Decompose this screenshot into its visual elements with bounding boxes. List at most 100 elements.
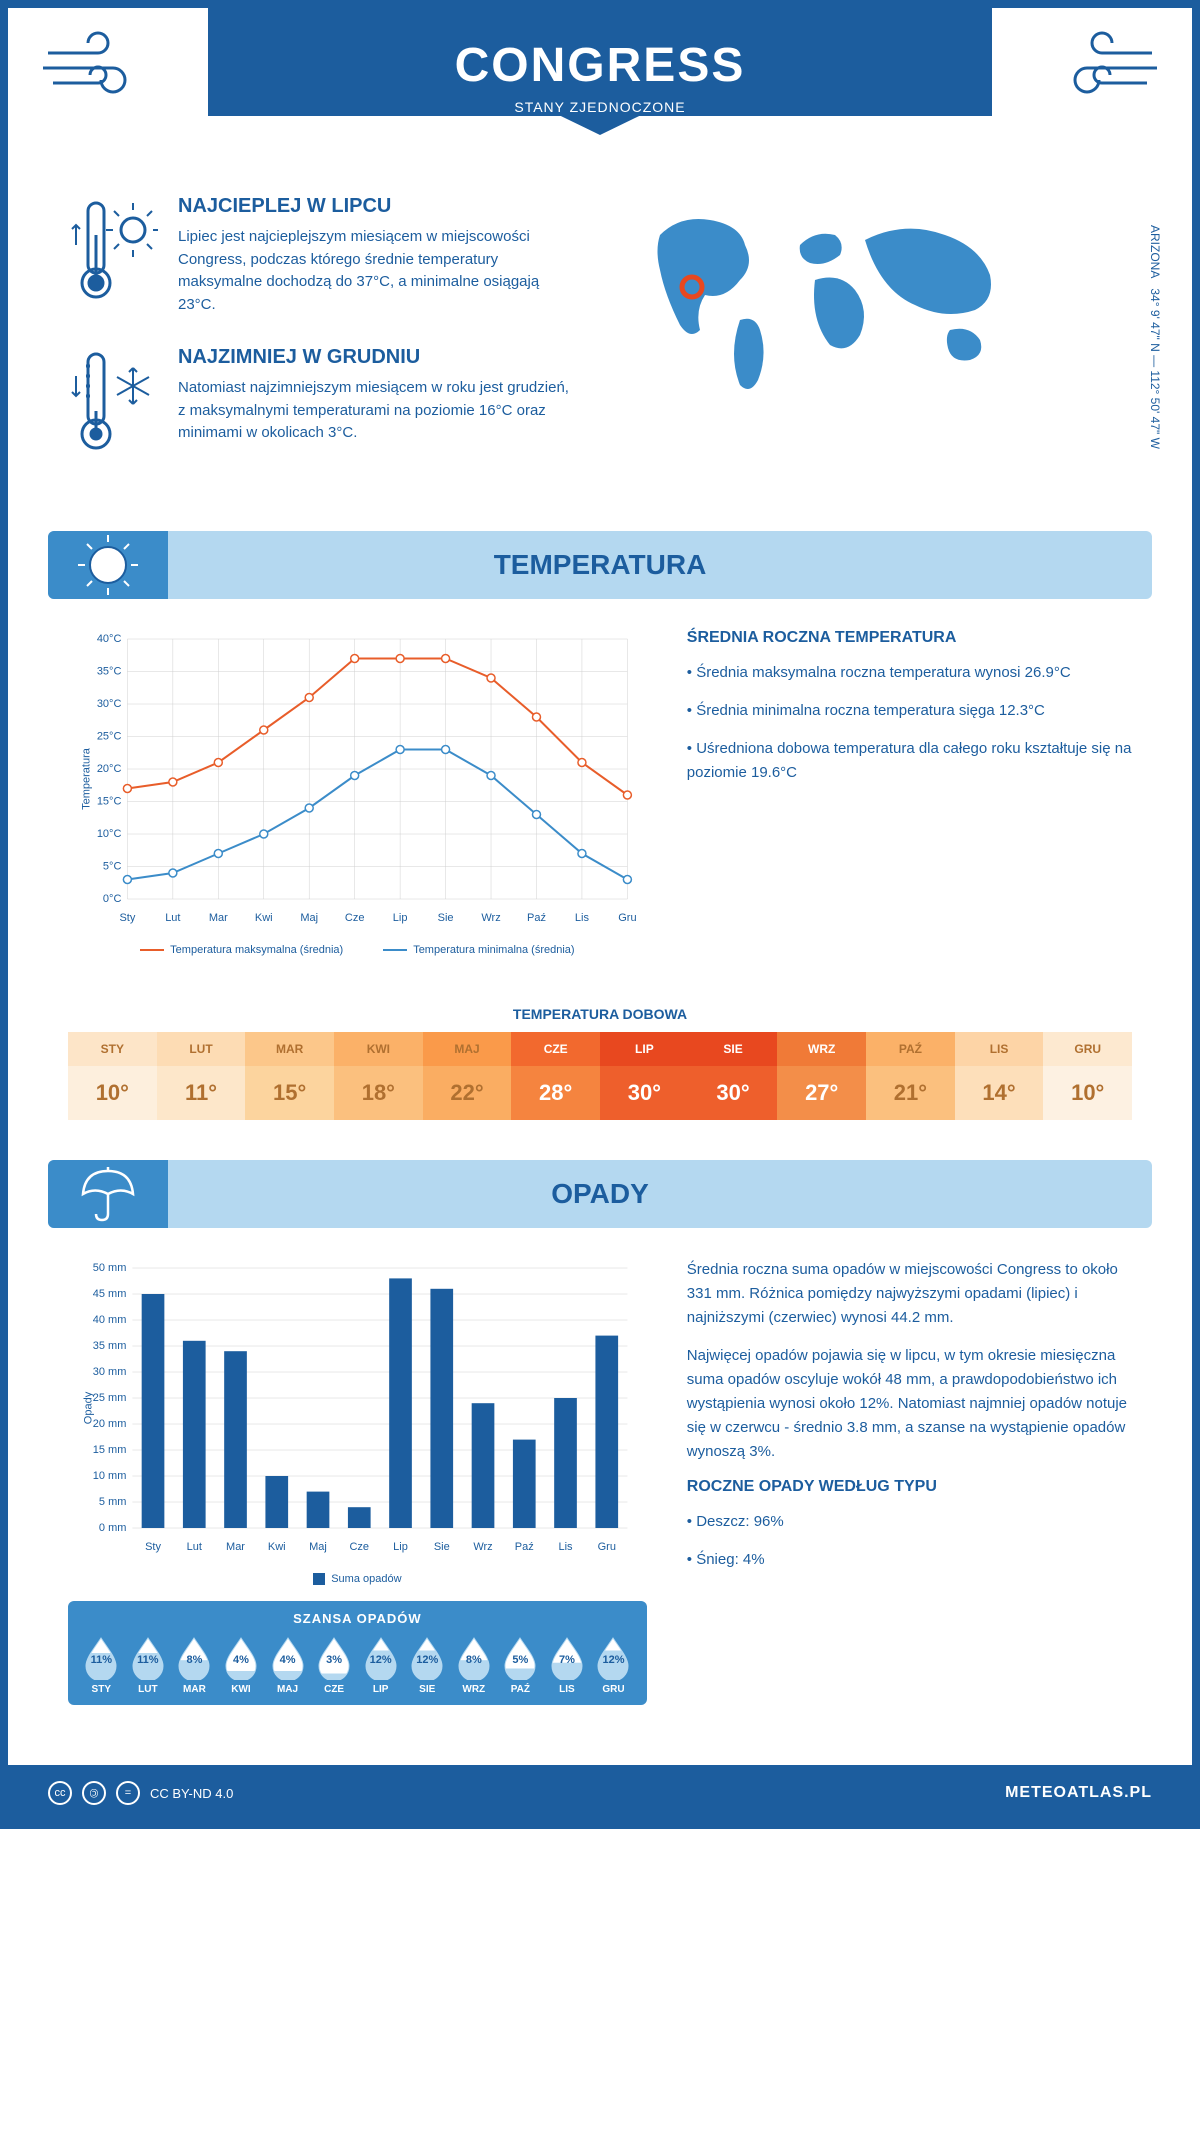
legend-min-label: Temperatura minimalna (średnia) [413, 944, 574, 956]
warmest-heading: NAJCIEPLEJ W LIPCU [178, 195, 580, 218]
temperature-section-header: TEMPERATURA [48, 531, 1152, 599]
temperature-body: 0°C5°C10°C15°C20°C25°C30°C35°C40°CStyLut… [8, 599, 1192, 986]
coldest-body: Natomiast najzimniejszym miesiącem w rok… [178, 377, 580, 445]
svg-text:Cze: Cze [345, 912, 365, 924]
coordinates-label: ARIZONA 34° 9' 47" N — 112° 50' 47" W [1148, 225, 1162, 449]
footer: cc 🄯 = CC BY-ND 4.0 METEOATLAS.PL [8, 1765, 1192, 1821]
chance-cell: 3%CZE [311, 1636, 358, 1695]
svg-text:Cze: Cze [349, 1541, 369, 1553]
svg-text:0 mm: 0 mm [99, 1522, 127, 1534]
precip-title: OPADY [551, 1178, 649, 1209]
svg-text:Wrz: Wrz [473, 1541, 492, 1553]
temperature-chart-col: 0°C5°C10°C15°C20°C25°C30°C35°C40°CStyLut… [68, 629, 647, 956]
nd-icon: = [116, 1781, 140, 1805]
daily-cell: PAŹ21° [866, 1032, 955, 1120]
legend-min: Temperatura minimalna (średnia) [383, 944, 574, 956]
svg-text:Opady: Opady [82, 1391, 94, 1424]
chance-title: SZANSA OPADÓW [78, 1611, 637, 1626]
coldest-heading: NAJZIMNIEJ W GRUDNIU [178, 346, 580, 369]
svg-text:25°C: 25°C [97, 731, 122, 743]
svg-text:20°C: 20°C [97, 763, 122, 775]
daily-cell: LUT11° [157, 1032, 246, 1120]
cc-icon: cc [48, 1781, 72, 1805]
precip-type-heading: ROCZNE OPADY WEDŁUG TYPU [687, 1478, 1132, 1496]
svg-text:Lis: Lis [558, 1541, 573, 1553]
svg-text:Lip: Lip [393, 912, 408, 924]
header-wrap: CONGRESS STANY ZJEDNOCZONE [8, 8, 1192, 135]
svg-text:Wrz: Wrz [481, 912, 500, 924]
temperature-title: TEMPERATURA [494, 549, 707, 580]
svg-text:Mar: Mar [226, 1541, 245, 1553]
svg-text:Sie: Sie [434, 1541, 450, 1553]
svg-text:20 mm: 20 mm [93, 1418, 127, 1430]
wind-icon [1042, 28, 1162, 113]
svg-text:30°C: 30°C [97, 698, 122, 710]
chance-cell: 8%WRZ [451, 1636, 498, 1695]
footer-license: cc 🄯 = CC BY-ND 4.0 [48, 1781, 233, 1805]
coldest-text: NAJZIMNIEJ W GRUDNIU Natomiast najzimnie… [178, 346, 580, 461]
daily-temp-title: TEMPERATURA DOBOWA [8, 1006, 1192, 1022]
svg-text:Sty: Sty [145, 1541, 161, 1553]
warmest-body: Lipiec jest najcieplejszym miesiącem w m… [178, 226, 580, 316]
daily-cell: SIE30° [689, 1032, 778, 1120]
sun-icon [48, 531, 168, 599]
svg-text:30 mm: 30 mm [93, 1366, 127, 1378]
world-map-icon [620, 195, 1040, 415]
chance-cell: 11%STY [78, 1636, 125, 1695]
daily-cell: STY10° [68, 1032, 157, 1120]
precip-chart-col: 0 mm5 mm10 mm15 mm20 mm25 mm30 mm35 mm40… [68, 1258, 647, 1705]
page-title: CONGRESS [208, 38, 992, 93]
temp-bullet: • Średnia minimalna roczna temperatura s… [687, 699, 1132, 723]
svg-text:Lut: Lut [187, 1541, 202, 1553]
umbrella-icon [48, 1160, 168, 1228]
warmest-block: NAJCIEPLEJ W LIPCU Lipiec jest najcieple… [68, 195, 580, 316]
legend-precip: Suma opadów [313, 1573, 401, 1585]
svg-text:Sty: Sty [119, 912, 135, 924]
precip-legend: Suma opadów [68, 1573, 647, 1585]
svg-text:15°C: 15°C [97, 796, 122, 808]
svg-text:Gru: Gru [598, 1541, 616, 1553]
svg-text:35°C: 35°C [97, 666, 122, 678]
daily-cell: GRU10° [1043, 1032, 1132, 1120]
svg-text:35 mm: 35 mm [93, 1340, 127, 1352]
wind-icon [38, 28, 158, 113]
region-label: ARIZONA [1148, 225, 1162, 278]
svg-text:Paź: Paź [527, 912, 546, 924]
daily-cell: CZE28° [511, 1032, 600, 1120]
legend-precip-label: Suma opadów [331, 1573, 401, 1585]
coldest-block: NAJZIMNIEJ W GRUDNIU Natomiast najzimnie… [68, 346, 580, 461]
svg-text:40°C: 40°C [97, 633, 122, 645]
daily-cell: LIS14° [955, 1032, 1044, 1120]
precip-section-header: OPADY [48, 1160, 1152, 1228]
infographic-page: CONGRESS STANY ZJEDNOCZONE NAJCIEPLEJ W … [0, 0, 1200, 1829]
svg-text:Lut: Lut [165, 912, 180, 924]
temperature-legend: Temperatura maksymalna (średnia) Tempera… [68, 944, 647, 956]
svg-text:25 mm: 25 mm [93, 1392, 127, 1404]
chance-cell: 8%MAR [171, 1636, 218, 1695]
daily-cell: MAJ22° [423, 1032, 512, 1120]
thermometer-snow-icon [68, 346, 158, 461]
svg-text:15 mm: 15 mm [93, 1444, 127, 1456]
daily-temp-row: STY10°LUT11°MAR15°KWI18°MAJ22°CZE28°LIP3… [68, 1032, 1132, 1120]
site-name: METEOATLAS.PL [1005, 1784, 1152, 1802]
precip-body: 0 mm5 mm10 mm15 mm20 mm25 mm30 mm35 mm40… [8, 1228, 1192, 1735]
svg-text:0°C: 0°C [103, 893, 122, 905]
daily-cell: WRZ27° [777, 1032, 866, 1120]
daily-cell: LIP30° [600, 1032, 689, 1120]
svg-text:10 mm: 10 mm [93, 1470, 127, 1482]
daily-cell: MAR15° [245, 1032, 334, 1120]
coords-text: 34° 9' 47" N — 112° 50' 47" W [1148, 288, 1162, 449]
legend-max-label: Temperatura maksymalna (średnia) [170, 944, 343, 956]
precip-sidebar: Średnia roczna suma opadów w miejscowośc… [687, 1258, 1132, 1705]
svg-text:45 mm: 45 mm [93, 1288, 127, 1300]
license-text: CC BY-ND 4.0 [150, 1786, 233, 1801]
svg-text:Kwi: Kwi [268, 1541, 286, 1553]
svg-text:Kwi: Kwi [255, 912, 273, 924]
svg-text:5 mm: 5 mm [99, 1496, 127, 1508]
svg-text:Paź: Paź [515, 1541, 534, 1553]
precip-p2: Najwięcej opadów pojawia się w lipcu, w … [687, 1344, 1132, 1464]
page-subtitle: STANY ZJEDNOCZONE [208, 99, 992, 115]
svg-text:5°C: 5°C [103, 861, 122, 873]
svg-text:Temperatura: Temperatura [80, 747, 92, 810]
thermometer-sun-icon [68, 195, 158, 316]
